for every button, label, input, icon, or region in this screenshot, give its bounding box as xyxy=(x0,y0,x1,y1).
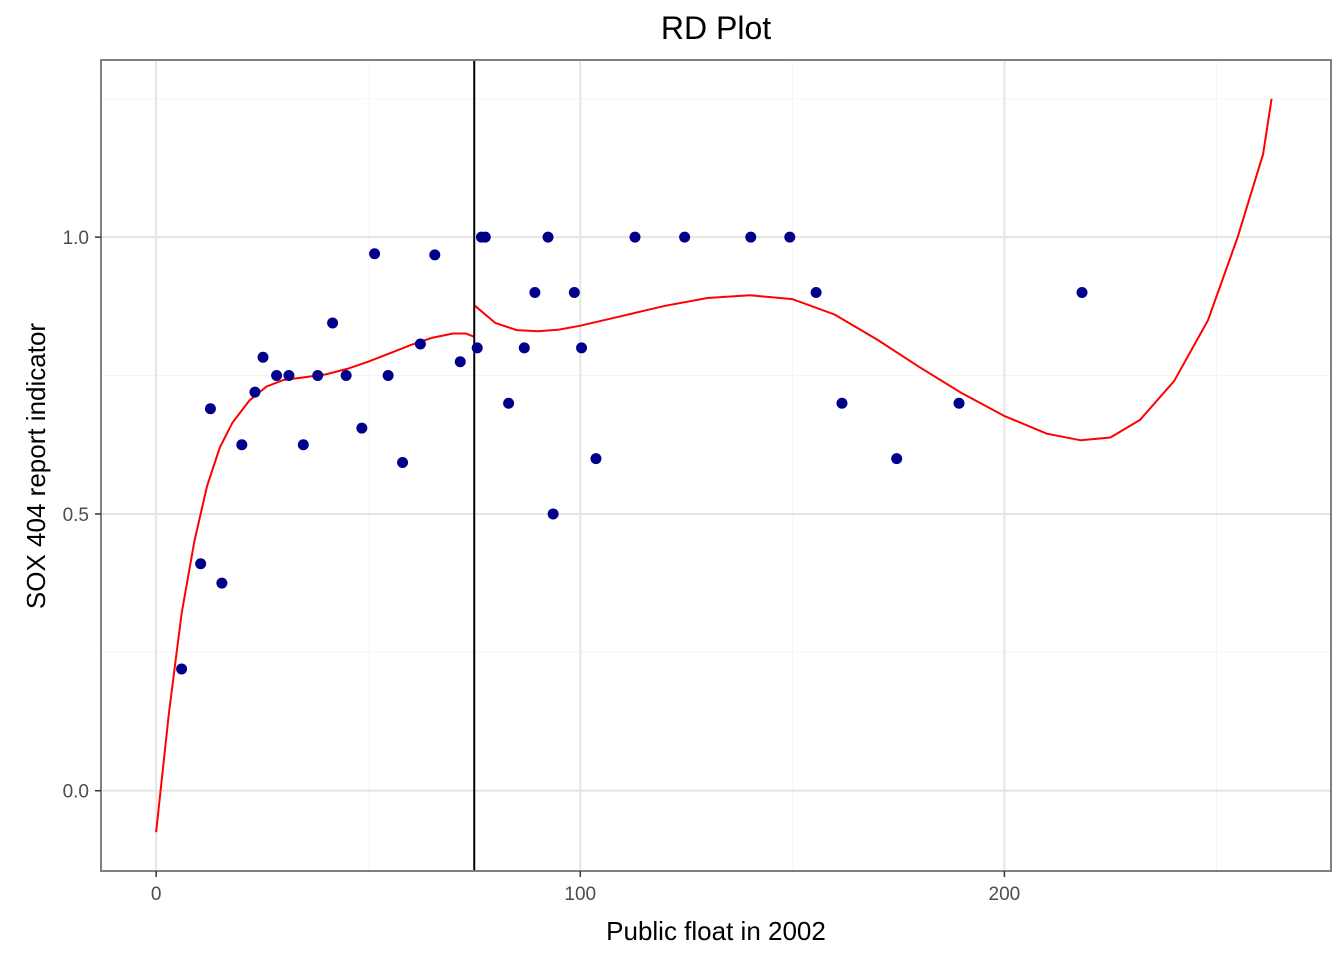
data-point xyxy=(204,403,216,415)
data-point xyxy=(542,231,554,243)
data-point xyxy=(836,397,848,409)
data-point xyxy=(518,342,530,354)
chart-title: RD Plot xyxy=(661,10,771,46)
x-tick-label: 200 xyxy=(989,884,1021,905)
major-gridlines xyxy=(101,60,1331,871)
plot-panel xyxy=(100,59,1332,872)
data-point xyxy=(340,370,352,382)
data-point xyxy=(1076,287,1088,299)
panel-border xyxy=(100,59,1332,872)
data-point xyxy=(414,338,426,350)
data-point xyxy=(547,508,559,520)
data-point xyxy=(312,370,324,382)
fit-curve-left xyxy=(155,332,475,833)
data-points xyxy=(176,231,1088,675)
data-point xyxy=(195,558,207,570)
data-point xyxy=(529,287,541,299)
data-point xyxy=(590,453,602,465)
data-point xyxy=(257,351,269,363)
data-point xyxy=(471,342,483,354)
data-point xyxy=(568,287,580,299)
y-axis-title: SOX 404 report indicator xyxy=(21,323,51,609)
data-point xyxy=(679,231,691,243)
y-axis-ticks: 0.0 0.5 1.0 xyxy=(63,228,101,803)
data-point xyxy=(382,370,394,382)
data-point xyxy=(629,231,641,243)
data-point xyxy=(576,342,588,354)
y-tick-label: 0.5 xyxy=(63,505,89,526)
data-point xyxy=(810,287,822,299)
data-point xyxy=(271,370,283,382)
panel-background xyxy=(101,60,1331,871)
data-point xyxy=(429,249,441,261)
y-tick-label: 1.0 xyxy=(63,228,89,249)
minor-gridlines xyxy=(101,60,1331,871)
data-point xyxy=(369,248,381,260)
data-point xyxy=(454,356,466,368)
x-tick-label: 0 xyxy=(151,884,162,905)
data-point xyxy=(356,422,368,434)
data-point xyxy=(283,370,295,382)
data-point xyxy=(397,456,409,468)
data-point xyxy=(891,453,903,465)
y-tick-label: 0.0 xyxy=(63,782,89,803)
data-point xyxy=(249,386,261,398)
data-point xyxy=(327,317,339,329)
data-point xyxy=(176,663,188,675)
data-point xyxy=(745,231,757,243)
x-axis-ticks: 0 100 200 xyxy=(151,871,1020,905)
data-point xyxy=(216,577,228,589)
data-point xyxy=(503,397,515,409)
x-axis-title: Public float in 2002 xyxy=(606,916,826,946)
x-tick-label: 100 xyxy=(564,884,596,905)
fit-curve-right xyxy=(473,98,1273,442)
data-point xyxy=(953,397,965,409)
data-point xyxy=(479,231,491,243)
data-point xyxy=(236,439,248,451)
data-point xyxy=(297,439,309,451)
data-point xyxy=(784,231,796,243)
